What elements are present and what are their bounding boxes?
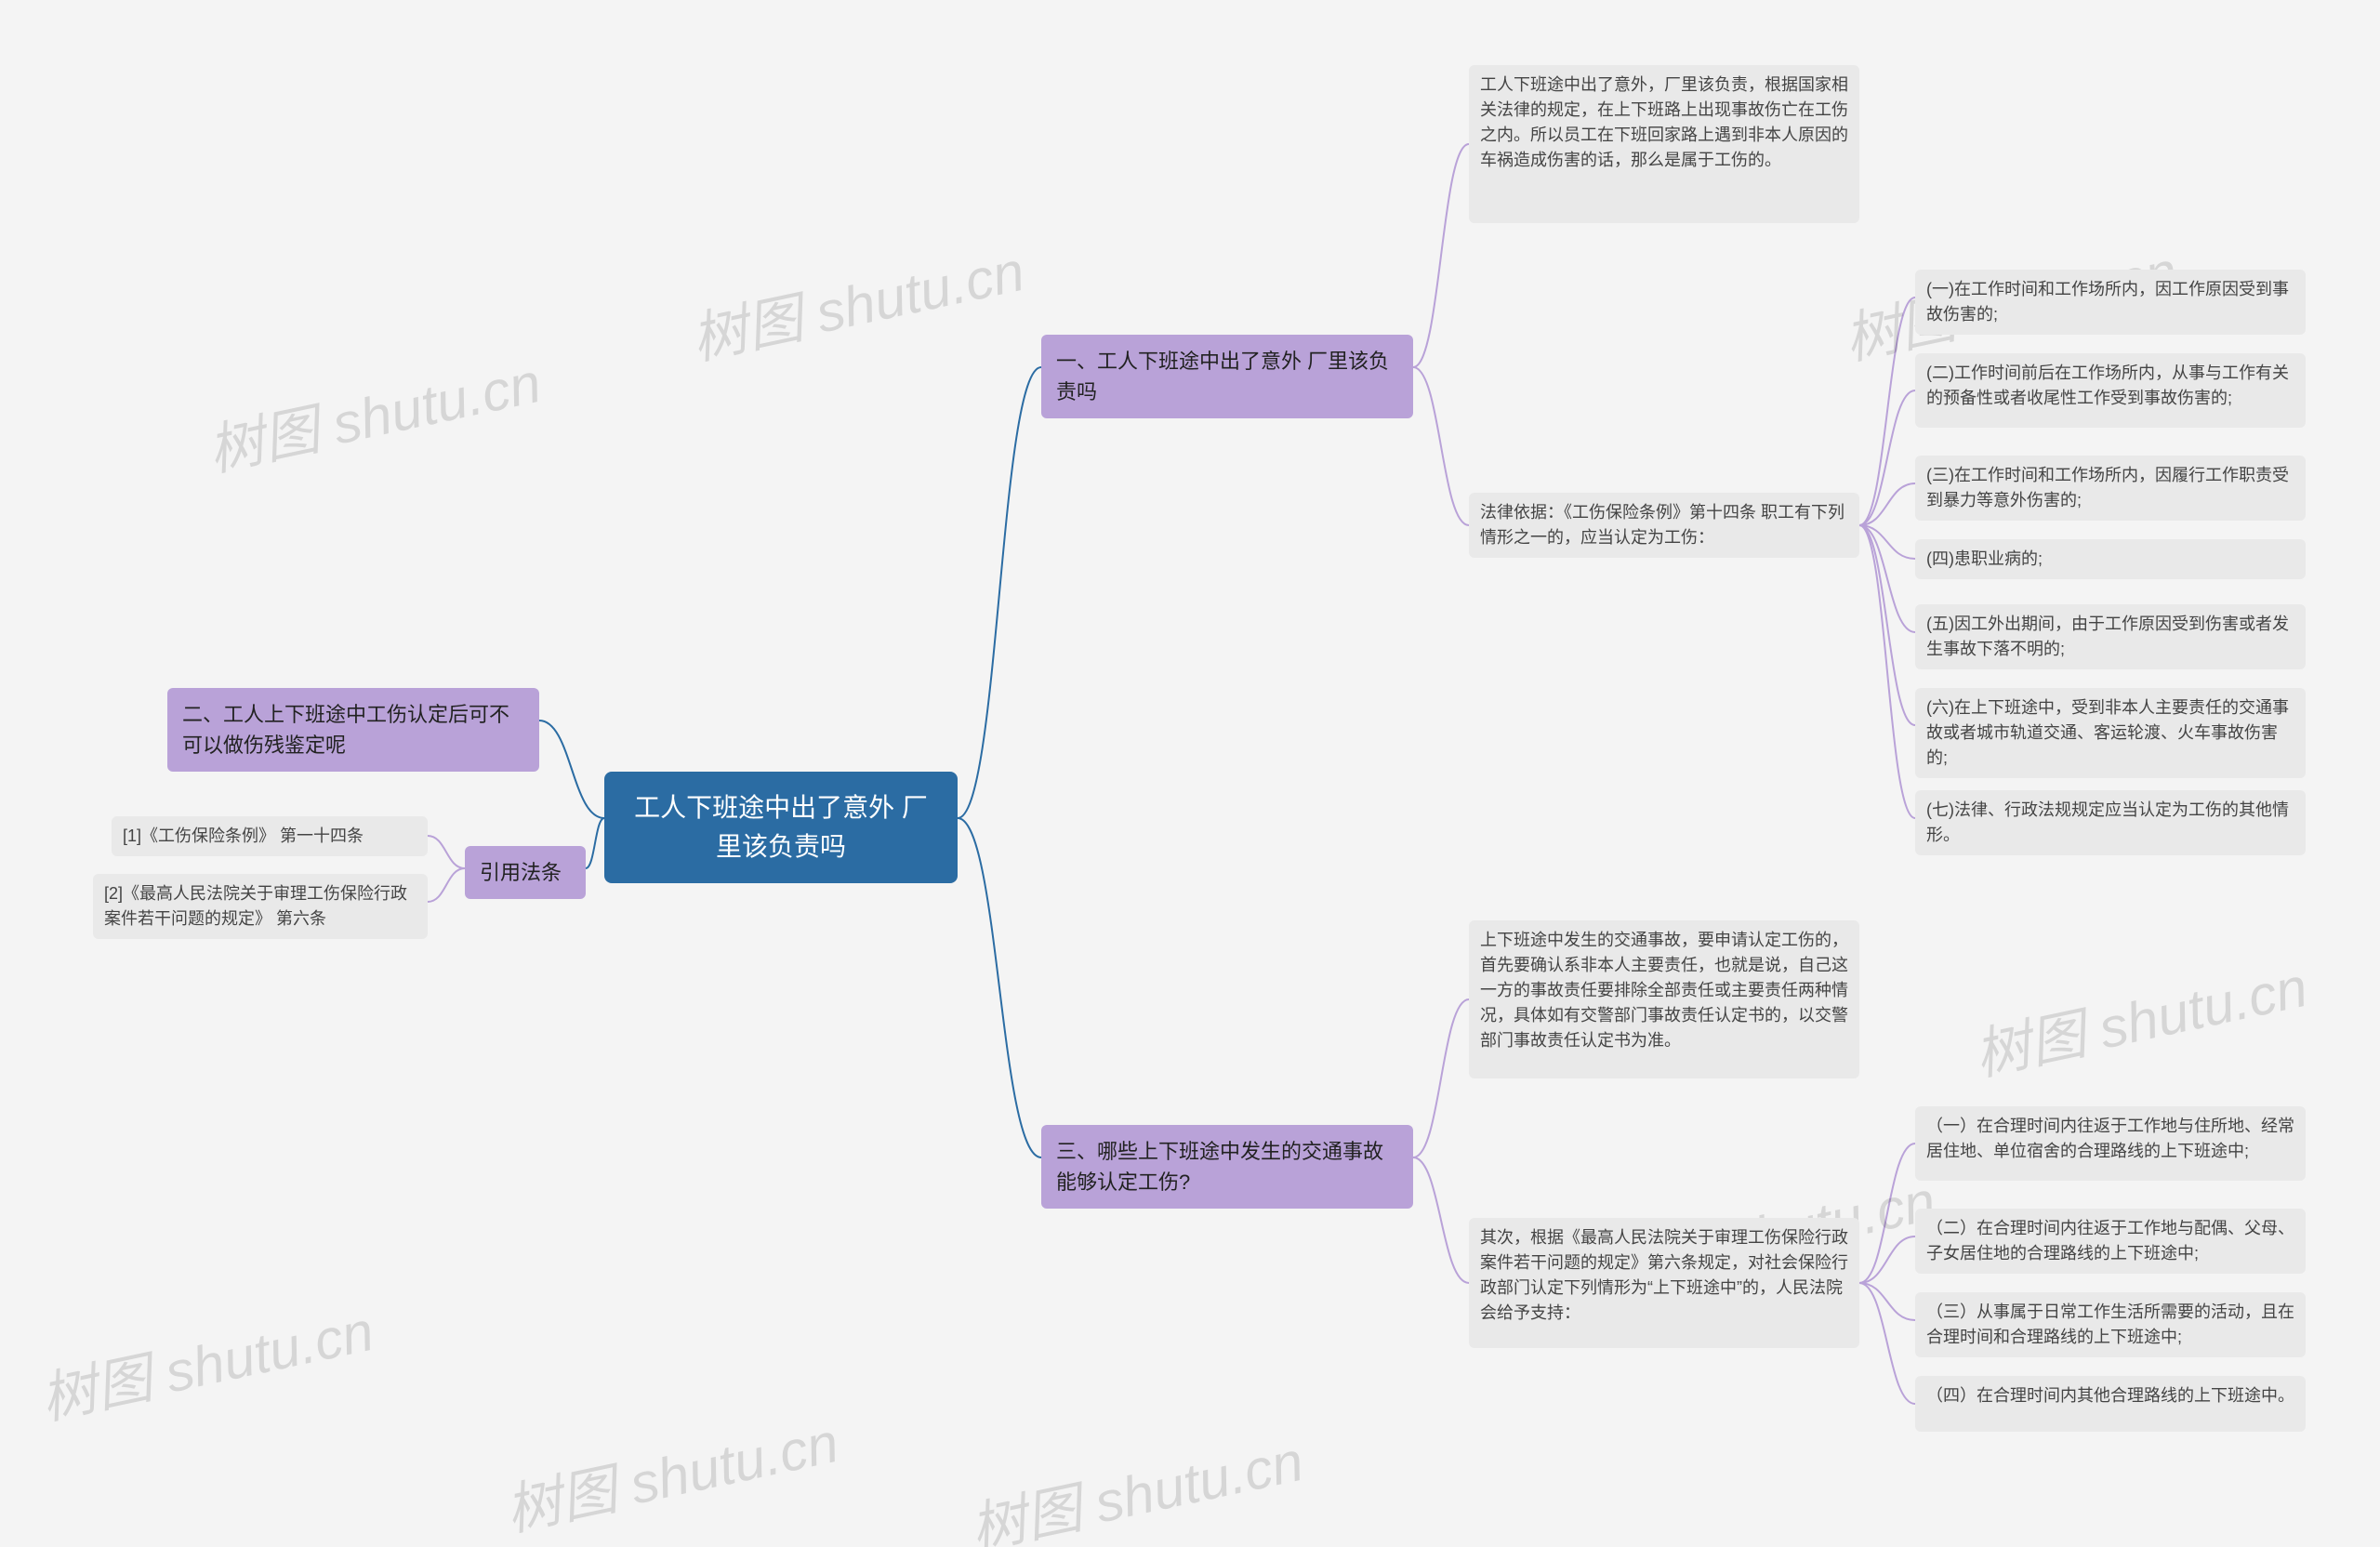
item-3-3[interactable]: （三）从事属于日常工作生活所需要的活动，且在合理时间和合理路线的上下班途中; bbox=[1915, 1292, 2306, 1357]
branch-2[interactable]: 二、工人上下班途中工伤认定后可不可以做伤残鉴定呢 bbox=[167, 688, 539, 772]
branch-3[interactable]: 三、哪些上下班途中发生的交通事故能够认定工伤? bbox=[1041, 1125, 1413, 1209]
branch-3-a[interactable]: 上下班途中发生的交通事故，要申请认定工伤的，首先要确认系非本人主要责任，也就是说… bbox=[1469, 920, 1859, 1078]
item-1-3[interactable]: (三)在工作时间和工作场所内，因履行工作职责受到暴力等意外伤害的; bbox=[1915, 456, 2306, 521]
branch-1[interactable]: 一、工人下班途中出了意外 厂里该负责吗 bbox=[1041, 335, 1413, 418]
branch-3-b[interactable]: 其次，根据《最高人民法院关于审理工伤保险行政案件若干问题的规定》第六条规定，对社… bbox=[1469, 1218, 1859, 1348]
watermark: 树图 shutu.cn bbox=[1966, 942, 2314, 1091]
item-1-1[interactable]: (一)在工作时间和工作场所内，因工作原因受到事故伤害的; bbox=[1915, 270, 2306, 335]
watermark: 树图 shutu.cn bbox=[683, 226, 1031, 376]
mindmap-canvas: 树图 shutu.cn 树图 shutu.cn 树图 shutu.cn 树图 s… bbox=[0, 0, 2380, 1547]
item-1-7[interactable]: (七)法律、行政法规规定应当认定为工伤的其他情形。 bbox=[1915, 790, 2306, 855]
item-3-1[interactable]: （一）在合理时间内往返于工作地与住所地、经常居住地、单位宿舍的合理路线的上下班途… bbox=[1915, 1106, 2306, 1181]
branch-references[interactable]: 引用法条 bbox=[465, 846, 586, 899]
item-1-6[interactable]: (六)在上下班途中，受到非本人主要责任的交通事故或者城市轨道交通、客运轮渡、火车… bbox=[1915, 688, 2306, 778]
branch-1-b[interactable]: 法律依据：《工伤保险条例》第十四条 职工有下列情形之一的，应当认定为工伤： bbox=[1469, 493, 1859, 558]
watermark: 树图 shutu.cn bbox=[962, 1416, 1310, 1547]
item-3-2[interactable]: （二）在合理时间内往返于工作地与配偶、父母、子女居住地的合理路线的上下班途中; bbox=[1915, 1209, 2306, 1274]
watermark: 树图 shutu.cn bbox=[33, 1286, 380, 1435]
item-1-2[interactable]: (二)工作时间前后在工作场所内，从事与工作有关的预备性或者收尾性工作受到事故伤害… bbox=[1915, 353, 2306, 428]
branch-1-a[interactable]: 工人下班途中出了意外，厂里该负责，根据国家相关法律的规定，在上下班路上出现事故伤… bbox=[1469, 65, 1859, 223]
watermark: 树图 shutu.cn bbox=[497, 1397, 845, 1547]
ref-1[interactable]: [1]《工伤保险条例》 第一十四条 bbox=[112, 816, 428, 856]
root-node[interactable]: 工人下班途中出了意外 厂里该负责吗 bbox=[604, 772, 958, 883]
item-3-4[interactable]: （四）在合理时间内其他合理路线的上下班途中。 bbox=[1915, 1376, 2306, 1432]
item-1-4[interactable]: (四)患职业病的; bbox=[1915, 539, 2306, 579]
item-1-5[interactable]: (五)因工外出期间，由于工作原因受到伤害或者发生事故下落不明的; bbox=[1915, 604, 2306, 669]
watermark: 树图 shutu.cn bbox=[200, 337, 548, 487]
ref-2[interactable]: [2]《最高人民法院关于审理工伤保险行政案件若干问题的规定》 第六条 bbox=[93, 874, 428, 939]
